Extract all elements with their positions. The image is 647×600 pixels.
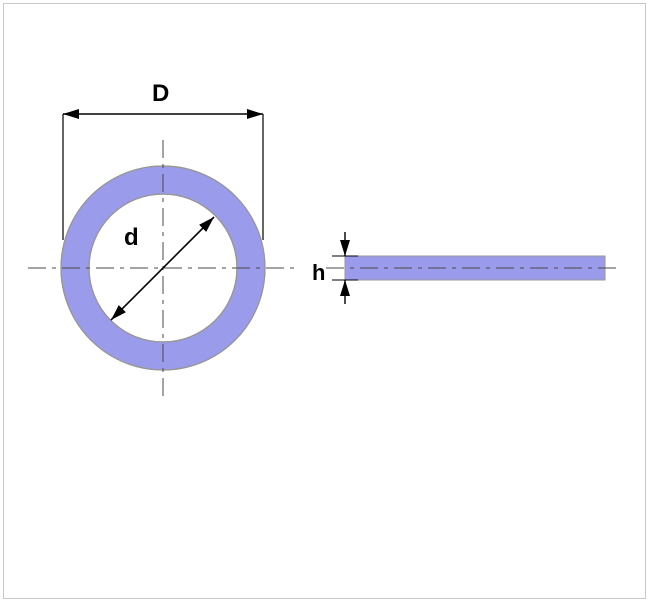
diagram-svg [0, 0, 647, 600]
label-outer-diameter: D [152, 80, 169, 108]
label-inner-diameter: d [124, 224, 139, 252]
label-thickness: h [312, 260, 325, 286]
diagram-stage: D d h [0, 0, 647, 600]
